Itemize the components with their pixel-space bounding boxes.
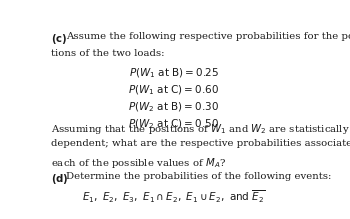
Text: $P(W_2\ \mathrm{at\ B}) = 0.30$: $P(W_2\ \mathrm{at\ B}) = 0.30$ [128, 100, 219, 114]
Text: $P(W_1\ \mathrm{at\ C}) = 0.60$: $P(W_1\ \mathrm{at\ C}) = 0.60$ [128, 83, 219, 97]
Text: $E_1,\ E_2,\ E_3,\ E_1 \cap E_2,\ E_1 \cup E_2,\ \mathrm{and}\ \overline{E_2}$: $E_1,\ E_2,\ E_3,\ E_1 \cap E_2,\ E_1 \c… [82, 188, 266, 205]
Text: dependent; what are the respective probabilities associated with: dependent; what are the respective proba… [50, 139, 350, 148]
Text: each of the possible values of $M_A$?: each of the possible values of $M_A$? [50, 156, 226, 170]
Text: $\mathbf{(c)}$: $\mathbf{(c)}$ [50, 32, 67, 46]
Text: Assume the following respective probabilities for the posi-: Assume the following respective probabil… [66, 32, 350, 41]
Text: tions of the two loads:: tions of the two loads: [50, 49, 164, 58]
Text: $P(W_2\ \mathrm{at\ C}) = 0.50$: $P(W_2\ \mathrm{at\ C}) = 0.50$ [128, 117, 219, 131]
Text: $\mathbf{(d)}$: $\mathbf{(d)}$ [50, 172, 68, 186]
Text: $P(W_1\ \mathrm{at\ B}) = 0.25$: $P(W_1\ \mathrm{at\ B}) = 0.25$ [129, 66, 219, 80]
Text: Assuming that the positions of $W_1$ and $W_2$ are statistically in-: Assuming that the positions of $W_1$ and… [50, 122, 350, 136]
Text: Determine the probabilities of the following events:: Determine the probabilities of the follo… [66, 172, 332, 181]
